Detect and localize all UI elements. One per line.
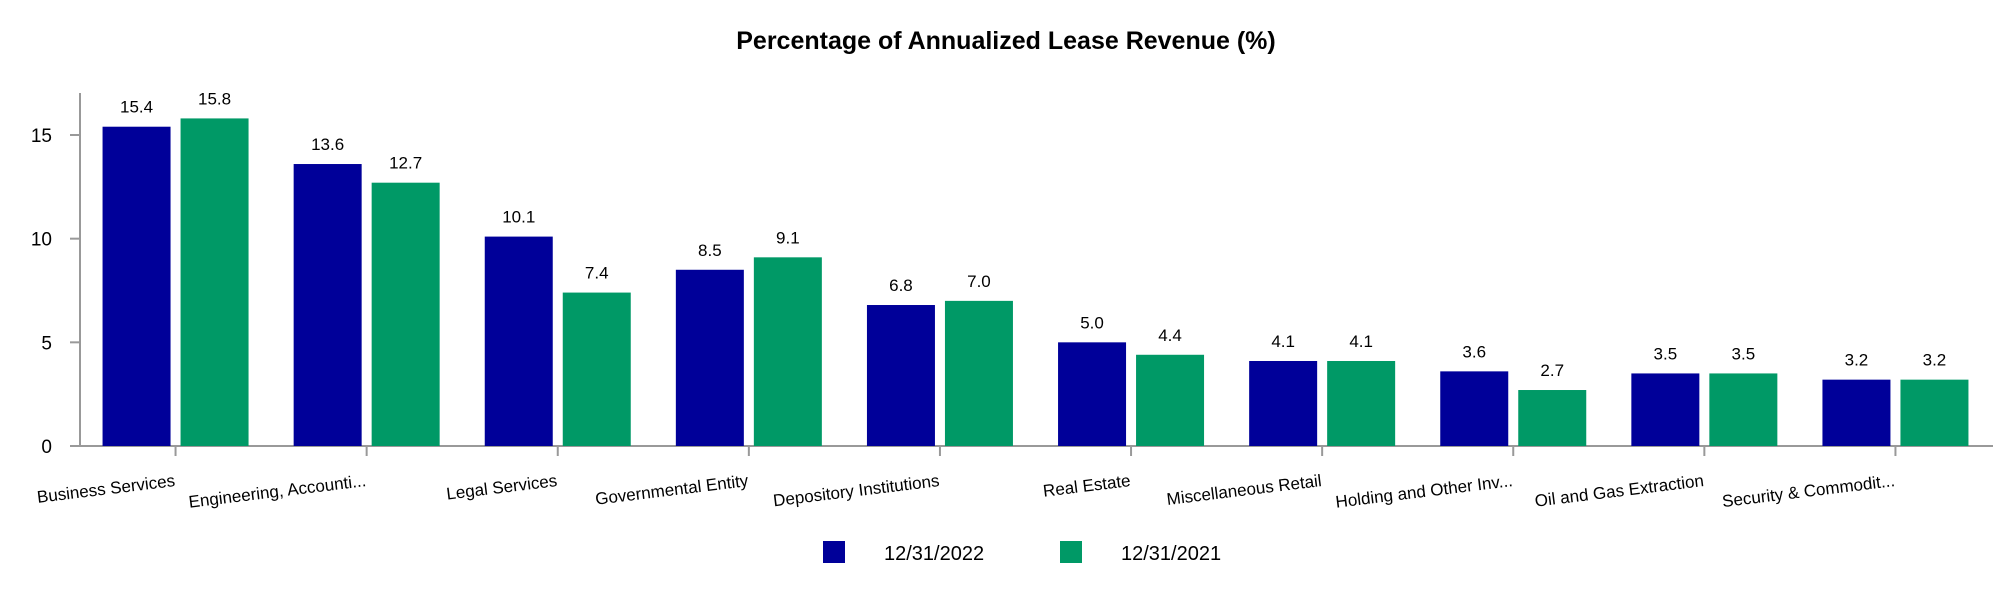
- data-label: 7.0: [967, 272, 991, 291]
- bar-12-31-2021: [1327, 360, 1396, 446]
- bar-12-31-2021: [180, 118, 249, 446]
- bar-12-31-2021: [1900, 379, 1969, 446]
- y-tick-label: 10: [31, 230, 52, 251]
- data-label: 2.7: [1540, 361, 1564, 380]
- bar-12-31-2021: [562, 292, 631, 446]
- chart-title: Percentage of Annualized Lease Revenue (…: [736, 27, 1276, 55]
- legend-swatch: [1060, 541, 1082, 563]
- x-tick-label: Real Estate: [1042, 471, 1132, 501]
- bar-12-31-2021: [371, 182, 440, 447]
- x-axis: Business Services Engineering, Accounti..…: [36, 445, 1993, 512]
- data-label: 4.1: [1271, 332, 1295, 351]
- bar-12-31-2021: [1709, 373, 1778, 446]
- data-label: 3.2: [1923, 351, 1947, 370]
- bar-12-31-2021: [1136, 354, 1205, 446]
- bar-12-31-2021: [1518, 390, 1587, 446]
- bar-12-31-2022: [1440, 371, 1509, 446]
- x-tick-label: Security & Commodit...: [1721, 471, 1896, 511]
- x-tick-label: Legal Services: [445, 471, 558, 503]
- legend-label: 12/31/2021: [1121, 543, 1221, 565]
- data-label: 10.1: [502, 208, 535, 227]
- data-label: 3.5: [1654, 344, 1678, 363]
- bar-12-31-2022: [1631, 373, 1700, 446]
- x-tick-label: Engineering, Accounti...: [188, 471, 368, 512]
- x-tick-label: Depository Institutions: [772, 471, 940, 510]
- bar-12-31-2022: [1058, 342, 1127, 446]
- bar-12-31-2022: [484, 236, 553, 446]
- legend: 12/31/2022 12/31/2021: [823, 541, 1221, 565]
- data-label: 4.1: [1349, 332, 1373, 351]
- legend-label: 12/31/2022: [884, 543, 984, 565]
- data-label: 9.1: [776, 228, 800, 247]
- x-tick-label: Miscellaneous Retail: [1166, 471, 1323, 509]
- bar-12-31-2021: [944, 300, 1013, 446]
- data-label: 3.2: [1845, 351, 1869, 370]
- x-tick-label: Oil and Gas Extraction: [1534, 471, 1705, 511]
- x-tick-label: Holding and Other Inv...: [1334, 471, 1513, 512]
- y-tick-label: 5: [41, 333, 52, 354]
- data-label: 13.6: [311, 135, 344, 154]
- data-label: 3.6: [1462, 342, 1486, 361]
- y-axis: 0 5 10 15: [31, 93, 81, 458]
- legend-swatch: [823, 541, 845, 563]
- data-label: 15.8: [198, 89, 231, 108]
- y-tick-label: 0: [41, 437, 52, 458]
- data-label: 3.5: [1732, 344, 1756, 363]
- bar-12-31-2022: [102, 126, 171, 446]
- bar-12-31-2022: [293, 164, 362, 446]
- bar-12-31-2022: [1822, 379, 1891, 446]
- data-label: 4.4: [1158, 326, 1182, 345]
- data-label: 6.8: [889, 276, 913, 295]
- data-label: 15.4: [120, 98, 153, 117]
- bars: 15.4 15.8 13.6 12.7 10.1 7.4 8.5 9.1 6.8 7.0 5.0 4.…: [102, 89, 1969, 447]
- bar-12-31-2021: [753, 257, 822, 446]
- x-tick-label: Business Services: [36, 471, 176, 507]
- data-label: 7.4: [585, 264, 609, 283]
- data-label: 5.0: [1080, 313, 1104, 332]
- bar-12-31-2022: [675, 269, 744, 446]
- bar-12-31-2022: [1249, 360, 1318, 446]
- bar-12-31-2022: [866, 305, 935, 446]
- x-tick-label: Governmental Entity: [594, 471, 750, 509]
- data-label: 8.5: [698, 241, 722, 260]
- data-label: 12.7: [389, 154, 422, 173]
- y-tick-label: 15: [31, 126, 52, 147]
